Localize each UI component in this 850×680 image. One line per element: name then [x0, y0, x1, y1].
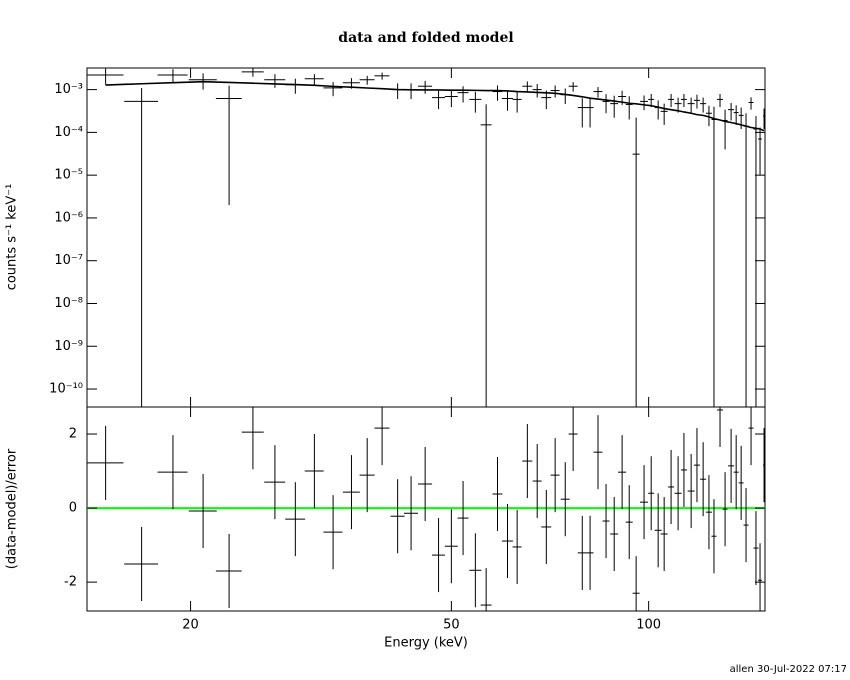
panel-frame	[86, 67, 766, 408]
x-tick-label: 50	[443, 618, 460, 633]
x-axis-label: Energy (keV)	[384, 636, 468, 651]
chart-title: data and folded model	[338, 30, 513, 46]
data-panel	[87, 68, 765, 407]
y-tick-label: 10⁻³	[54, 82, 83, 97]
y-tick-label: 10⁻⁶	[54, 210, 83, 225]
y-tick-label: 10⁻¹⁰	[49, 382, 83, 397]
y-axis-label: counts s⁻¹ keV⁻¹	[5, 184, 20, 291]
y-tick-label: 10⁻⁹	[54, 339, 83, 354]
y-tick-label: -2	[64, 575, 77, 590]
y-tick-label: 10⁻⁷	[54, 253, 83, 268]
footer: allen 30-Jul-2022 07:17	[730, 664, 847, 675]
x-tick-label: 20	[182, 618, 199, 633]
y-axis-label: (data-model)/error	[5, 448, 20, 569]
y-tick-label: 0	[69, 501, 77, 516]
x-tick-label: 100	[636, 618, 661, 633]
y-tick-label: 2	[69, 427, 77, 442]
y-tick-label: 10⁻⁸	[54, 296, 83, 311]
y-tick-label: 10⁻⁴	[54, 125, 83, 140]
model-line	[105, 80, 765, 132]
residual-panel	[87, 407, 765, 611]
y-tick-label: 10⁻⁵	[54, 168, 83, 183]
